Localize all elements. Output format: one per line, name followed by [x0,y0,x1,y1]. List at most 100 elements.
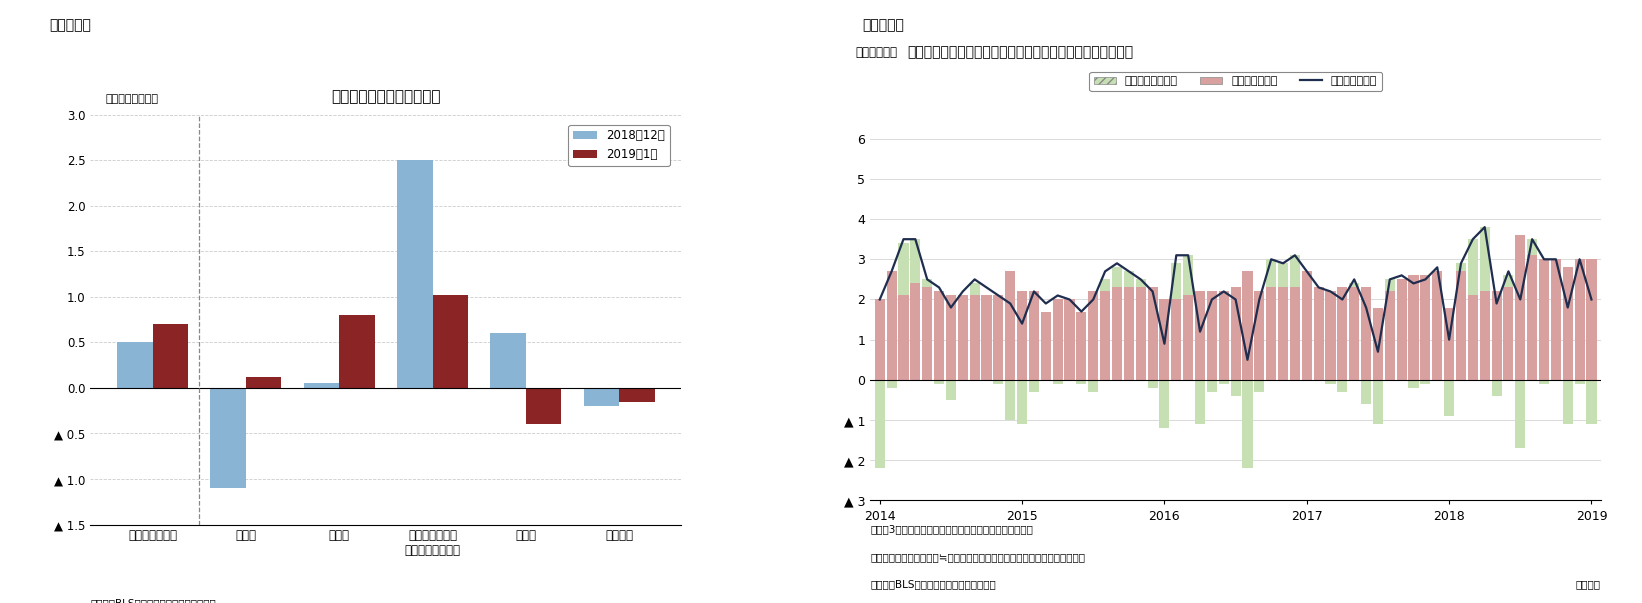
Bar [1491,291,1501,380]
Bar [1123,271,1135,288]
Bar [1516,235,1525,380]
Bar [1468,239,1478,295]
Bar [1123,288,1135,380]
Bar [1516,380,1525,448]
Bar [1504,276,1514,288]
Bar [1077,380,1087,384]
Bar [1053,300,1062,380]
Bar [1171,264,1181,300]
Bar [1337,380,1348,392]
Bar [1563,380,1573,424]
Bar [1089,380,1098,392]
Bar [1432,271,1442,380]
Bar [1527,239,1537,255]
Bar [246,377,281,388]
Bar [1243,271,1253,380]
Bar [1100,291,1110,380]
Bar [1277,288,1287,380]
Bar [1350,288,1360,380]
Bar [1527,255,1537,380]
Bar [1230,288,1241,380]
Bar [1112,288,1121,380]
Bar [1563,267,1573,380]
Bar [1302,271,1312,380]
Bar [1159,380,1169,428]
Bar [583,388,619,406]
Bar [1254,380,1264,392]
Title: 前月分・前々月分の改定幅: 前月分・前々月分の改定幅 [332,89,440,104]
Bar [432,295,468,388]
Bar [1218,380,1228,384]
Text: （図表４）: （図表４） [862,18,905,32]
Bar [1491,380,1501,396]
Bar [1053,380,1062,384]
Bar [1030,380,1039,392]
Bar [898,295,908,380]
Bar [1373,308,1383,380]
Bar [1456,264,1466,271]
Bar [1443,308,1455,380]
Bar [619,388,655,402]
Bar [1550,259,1562,380]
Bar [340,315,374,388]
Bar [397,160,432,388]
Text: 民間非農業部門の週当たり賃金伸び率（年率換算、寄与度）: 民間非農業部門の週当たり賃金伸び率（年率換算、寄与度） [906,45,1133,59]
Bar [304,384,340,388]
Bar [1291,288,1300,380]
Text: （図表３）: （図表３） [49,18,92,32]
Bar [993,380,1003,384]
Bar [934,380,944,384]
Bar [1397,279,1407,380]
Bar [1148,288,1158,380]
Text: （前月差、万人）: （前月差、万人） [107,93,159,104]
Bar [1005,271,1015,380]
Bar [1243,380,1253,469]
Bar [1539,259,1548,380]
Bar [1100,279,1110,291]
Bar [1184,295,1194,380]
Bar [1136,288,1146,380]
Bar [153,324,189,388]
Bar [1230,380,1241,396]
Bar [1575,259,1585,380]
Bar [1207,291,1217,380]
Bar [970,295,980,380]
Bar [1136,279,1146,288]
Bar [1443,380,1455,416]
Bar [1384,291,1394,380]
Legend: 2018年12月, 2019年1月: 2018年12月, 2019年1月 [568,125,670,166]
Bar [117,343,153,388]
Bar [1420,276,1430,380]
Bar [1005,380,1015,420]
Bar [1254,291,1264,380]
Bar [1350,283,1360,288]
Text: （賃料）BLSよりニッセイ基礎研究所作成: （賃料）BLSよりニッセイ基礎研究所作成 [870,579,997,589]
Bar [1016,291,1028,380]
Bar [1325,380,1335,384]
Bar [1456,271,1466,380]
Bar [1586,380,1596,424]
Text: （月次）: （月次） [1576,579,1601,589]
Bar [1064,300,1074,380]
Bar [1539,380,1548,384]
Text: 週当たり賃金伸び率≒週当たり労働時間伸び率＋時間当たり賃金伸び率: 週当たり賃金伸び率≒週当たり労働時間伸び率＋時間当たり賃金伸び率 [870,552,1085,562]
Bar [1420,380,1430,384]
Text: （資料）BLSよりニッセイ基礎研究所作成: （資料）BLSよりニッセイ基礎研究所作成 [90,598,217,603]
Bar [1195,380,1205,424]
Bar [1361,380,1371,404]
Bar [982,295,992,380]
Bar [1184,255,1194,295]
Bar [1291,255,1300,288]
Bar [1277,264,1287,288]
Bar [1468,295,1478,380]
Bar [1479,227,1489,291]
Bar [1586,259,1596,380]
Bar [875,300,885,380]
Bar [910,283,921,380]
Bar [957,295,967,380]
Bar [1089,291,1098,380]
Bar [1112,267,1121,288]
Bar [210,388,246,488]
Bar [1218,291,1228,380]
Bar [910,239,921,283]
